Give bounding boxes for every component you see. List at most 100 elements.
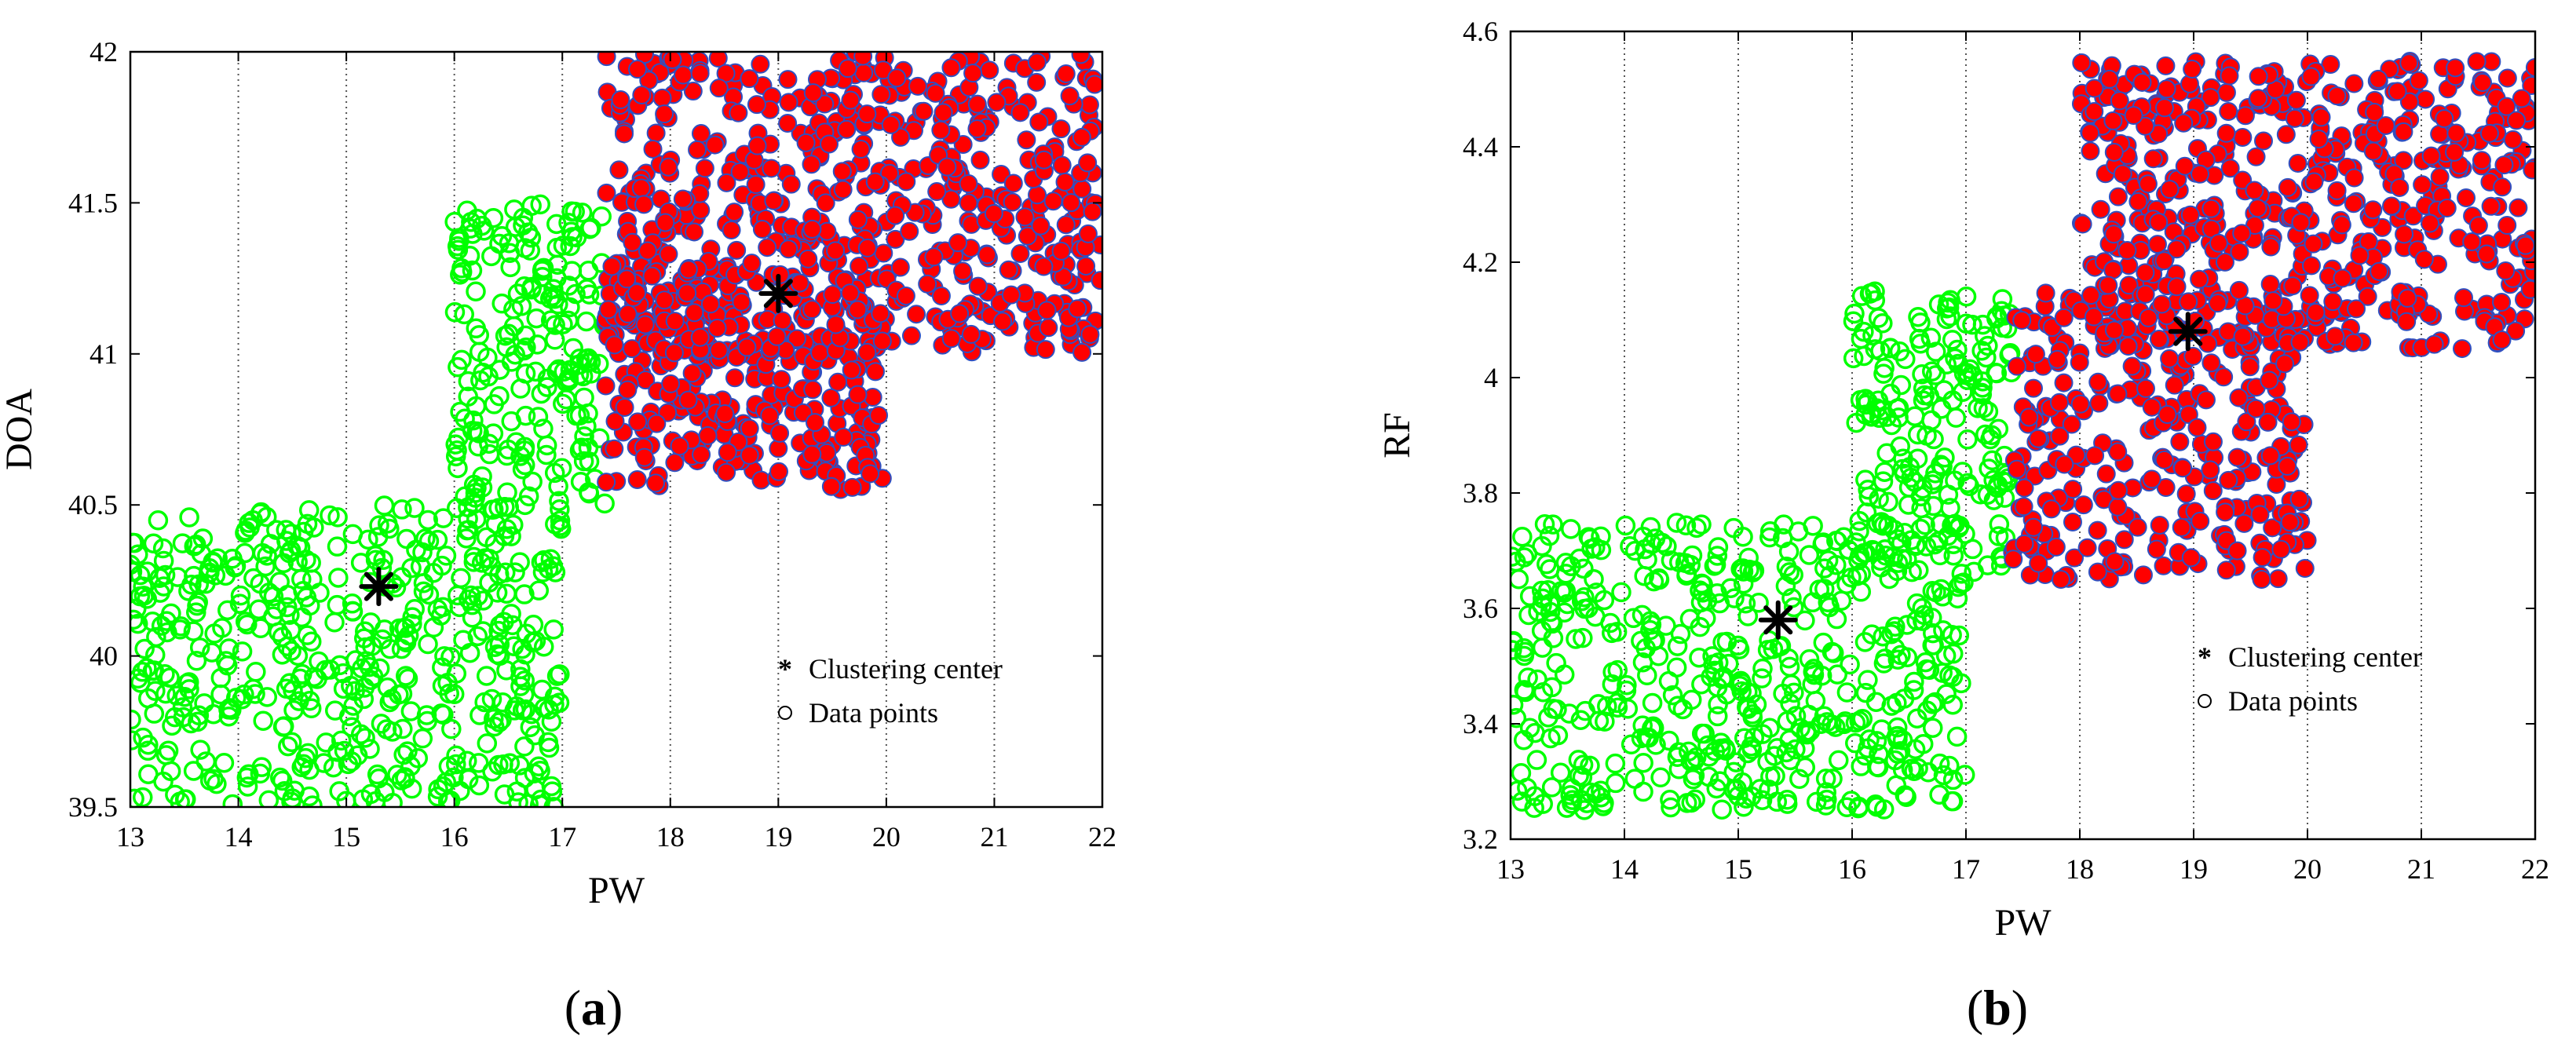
data-point-green	[1778, 648, 1799, 669]
data-point-red	[2493, 177, 2512, 197]
x-tick-label: 18	[656, 821, 685, 853]
data-point-green	[1861, 404, 1882, 424]
data-point-red	[2304, 172, 2324, 192]
data-point-green	[433, 508, 454, 528]
data-point-green	[450, 780, 470, 802]
data-point-green	[1799, 545, 1820, 565]
data-point-green	[1697, 735, 1718, 756]
data-point-red	[2399, 53, 2419, 73]
data-point-green	[1849, 510, 1869, 531]
data-point-green	[130, 673, 151, 693]
data-point-red	[678, 390, 698, 410]
data-point-green	[183, 761, 204, 781]
data-point-green	[1912, 364, 1932, 385]
data-point-red	[2365, 103, 2384, 122]
data-point-red	[767, 327, 787, 346]
data-point-red	[2104, 320, 2124, 340]
data-point-red	[848, 300, 868, 320]
data-point-green	[1921, 361, 1942, 382]
data-point-red	[609, 160, 629, 180]
data-point-green	[527, 334, 548, 355]
data-point-red	[605, 439, 624, 458]
data-point-red	[2394, 122, 2413, 141]
data-point-green	[1519, 718, 1540, 739]
data-point-green	[365, 546, 386, 566]
data-point-red	[685, 303, 704, 323]
data-point-red	[2147, 235, 2167, 254]
data-point-green	[444, 301, 466, 323]
plot-area	[1511, 31, 2535, 839]
data-point-red	[2175, 156, 2194, 176]
data-point-green	[1805, 690, 1826, 711]
data-point-green	[1861, 283, 1881, 304]
data-point-red	[984, 204, 1003, 224]
data-point-red	[2344, 333, 2363, 352]
data-point-red	[2085, 79, 2104, 98]
x-axis-label: PW	[588, 870, 645, 911]
data-point-green	[1675, 515, 1697, 535]
data-point-red	[751, 54, 770, 74]
data-point-green	[269, 622, 289, 642]
data-point-red	[2118, 337, 2138, 356]
data-point-red	[2289, 435, 2308, 455]
data-point-green	[482, 499, 502, 520]
data-point-green	[1785, 739, 1806, 760]
data-point-green	[1907, 448, 1928, 469]
data-point-red	[2142, 397, 2161, 417]
y-tick-label: 4.4	[1463, 131, 1498, 163]
data-point-red	[634, 195, 654, 214]
data-point-green	[1554, 602, 1575, 623]
data-point-red	[2049, 393, 2069, 412]
data-point-green	[172, 533, 193, 553]
data-point-green	[404, 498, 425, 518]
data-point-red	[678, 260, 698, 279]
data-point-red	[2253, 131, 2273, 151]
data-point-green	[160, 761, 181, 782]
data-point-green	[1667, 747, 1688, 768]
data-point-green	[490, 615, 510, 635]
data-point-red	[2467, 52, 2486, 71]
data-point-green	[536, 444, 557, 466]
y-tick-label: 3.4	[1463, 708, 1498, 739]
data-point-green	[1511, 630, 1524, 652]
legend-entry-clustering-center: Clustering center	[809, 653, 1003, 685]
data-point-red	[1080, 324, 1100, 344]
panel-a: 13 14 15 16 17 18 19 20 21 22 39.5 40 40.5 41 41.5 42 PW…	[0, 36, 1116, 1035]
data-point-red	[2253, 548, 2272, 568]
data-point-green	[1633, 752, 1653, 773]
data-point-green	[1897, 615, 1917, 635]
data-point-red	[2390, 177, 2410, 197]
data-points	[130, 52, 1102, 807]
data-point-red	[665, 453, 685, 473]
y-tick-label: 3.8	[1463, 477, 1498, 509]
data-point-green	[1566, 629, 1586, 649]
data-point-green	[1605, 753, 1626, 774]
data-point-red	[2280, 513, 2300, 532]
data-point-green	[561, 221, 582, 242]
data-point-red	[1034, 257, 1054, 276]
data-point-red	[2099, 69, 2119, 89]
data-point-green	[145, 681, 166, 701]
data-point-green	[316, 732, 336, 753]
data-point-red	[934, 103, 953, 122]
data-point-red	[2054, 373, 2074, 393]
data-point-green	[282, 732, 302, 753]
data-point-red	[931, 120, 951, 140]
data-point-red	[802, 444, 822, 464]
data-point-green	[1666, 513, 1687, 533]
data-point-green	[1880, 338, 1901, 359]
data-point-green	[258, 790, 280, 807]
data-point-green	[1757, 751, 1778, 772]
data-point-green	[274, 780, 295, 802]
data-point-red	[819, 134, 839, 154]
data-point-red	[2108, 384, 2128, 404]
y-tick-label: 3.2	[1463, 823, 1498, 855]
legend-entry-clustering-center: Clustering center	[2228, 641, 2422, 673]
data-point-green	[1859, 729, 1880, 750]
data-point-green	[222, 794, 243, 807]
data-point-green	[1666, 657, 1687, 677]
data-point-green	[545, 562, 566, 582]
data-point-green	[501, 411, 521, 432]
data-point-green	[232, 641, 253, 662]
data-point-red	[2157, 79, 2176, 99]
